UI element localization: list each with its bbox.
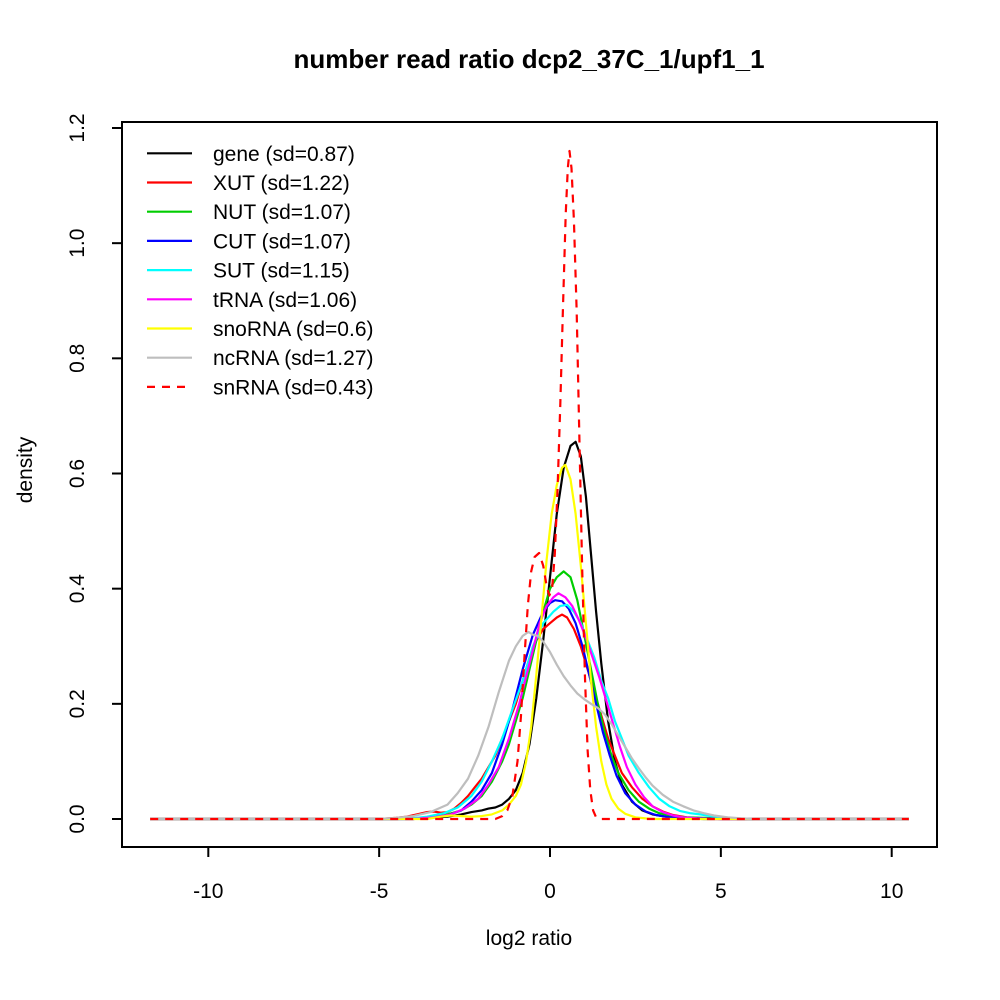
legend-label-NUT: NUT (sd=1.07)	[213, 201, 351, 224]
plot-frame	[121, 121, 938, 848]
y-tick-label: 1.0	[66, 229, 89, 258]
legend-label-CUT: CUT (sd=1.07)	[213, 230, 351, 253]
y-tick-label: 0.6	[66, 459, 89, 488]
curve-tRNA	[150, 592, 909, 821]
legend: gene (sd=0.87) XUT (sd=1.22) NUT (sd=1.07)…	[147, 143, 374, 399]
x-tick-label: 5	[715, 880, 727, 903]
y-tick-label: 0.8	[66, 344, 89, 373]
density-curves	[150, 149, 909, 821]
curve-snoRNA	[150, 463, 909, 821]
y-tick-label: 0.4	[66, 574, 89, 604]
x-tick-label: 0	[544, 880, 556, 903]
x-tick-label: -5	[370, 880, 389, 903]
curve-SUT	[150, 603, 909, 821]
x-tick-label: 10	[880, 880, 903, 903]
x-tick-label: -10	[193, 880, 223, 903]
legend-label-tRNA: tRNA (sd=1.06)	[213, 289, 357, 312]
legend-label-snoRNA: snoRNA (sd=0.6)	[213, 318, 374, 341]
legend-label-snRNA: snRNA (sd=0.43)	[213, 376, 374, 399]
curve-NUT	[150, 570, 909, 821]
legend-label-gene: gene (sd=0.87)	[213, 143, 355, 166]
curve-ncRNA	[150, 630, 909, 821]
legend-label-ncRNA: ncRNA (sd=1.27)	[213, 347, 374, 370]
x-axis-label: log2 ratio	[486, 927, 572, 950]
y-tick-label: 1.2	[66, 113, 89, 142]
y-tick-label: 0.2	[66, 689, 89, 718]
curve-snRNA	[150, 149, 909, 821]
legend-label-XUT: XUT (sd=1.22)	[213, 172, 350, 195]
y-axis-label: density	[14, 436, 37, 503]
axis-ticks: -10 -5 0 5 10 0.0 0.2 0.4 0.6 0.8 1.0 1.2	[66, 113, 903, 903]
chart-title: number read ratio dcp2_37C_1/upf1_1	[293, 44, 764, 74]
legend-label-SUT: SUT (sd=1.15)	[213, 260, 350, 283]
curve-CUT	[150, 599, 909, 821]
curve-gene	[150, 440, 909, 821]
y-tick-label: 0.0	[66, 804, 89, 833]
